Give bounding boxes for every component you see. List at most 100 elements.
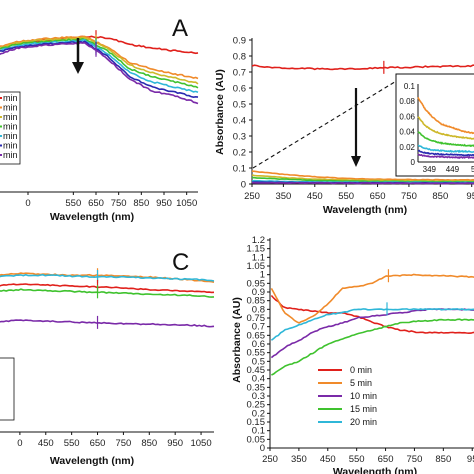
legend-box [0, 357, 15, 421]
y-tick-label: 0.2 [252, 408, 265, 419]
y-tick-label: 1.2 [252, 235, 265, 246]
y-tick-label: 0 [241, 180, 246, 191]
panel-label-c: C [172, 249, 189, 276]
legend-label-20-min: 20 min [350, 417, 377, 427]
x-tick-label: 250 [262, 454, 278, 465]
trend-arrow-head [351, 156, 361, 167]
series-line-32 [417, 131, 474, 148]
x-tick-label: 850 [133, 198, 149, 209]
x-tick-label: 950 [167, 438, 183, 449]
x-axis-label: Wavelength (nm) [50, 211, 134, 223]
legend-label-0-min: 0 min [350, 365, 372, 375]
x-tick-label: 650 [90, 438, 106, 449]
x-tick-label: 0 [25, 198, 30, 209]
series-line-54 [0, 319, 215, 328]
series-line-5-min [251, 170, 474, 182]
y-tick-label: 0.55 [247, 348, 266, 359]
x-axis-label: Wavelength (nm) [323, 204, 407, 216]
panel-d: 00.050.10.150.20.250.30.350.40.450.50.55… [231, 235, 474, 474]
y-tick-label: 0.6 [252, 339, 265, 350]
y-tick-label: 1.1 [252, 252, 265, 263]
x-tick-label: 0 [17, 438, 22, 449]
y-tick-label: 0.45 [247, 365, 266, 376]
x-tick-label: 650 [378, 454, 394, 465]
x-tick-label: 850 [432, 191, 448, 202]
x-tick-label: 550 [338, 191, 354, 202]
x-tick-label: 550 [65, 198, 81, 209]
y-tick-label: 0.7 [252, 322, 265, 333]
series-line-0-min [251, 64, 474, 71]
inset-y-tick-label: 0.04 [399, 128, 415, 137]
y-tick-label: 0.5 [233, 100, 246, 111]
x-tick-label: 95 [466, 191, 474, 202]
x-tick-label: 850 [141, 438, 157, 449]
y-tick-label: 0.35 [247, 382, 266, 393]
x-tick-label: 750 [407, 454, 423, 465]
legend-label-10-min: 10 min [350, 391, 377, 401]
series-line-51 [0, 273, 215, 282]
y-tick-label: 0.9 [233, 36, 246, 47]
y-axis-label: Absorbance (AU) [231, 297, 243, 383]
trend-arrow-head [72, 62, 84, 74]
x-tick-label: 550 [349, 454, 365, 465]
inset-box [395, 73, 474, 177]
inset-x-tick-label: 449 [446, 165, 460, 174]
x-tick-label: 750 [401, 191, 417, 202]
inset-y-tick-label: 0 [411, 158, 416, 167]
x-tick-label: 450 [38, 438, 54, 449]
x-tick-label: 450 [307, 191, 323, 202]
y-tick-label: 1.15 [247, 244, 266, 255]
x-tick-label: 650 [370, 191, 386, 202]
x-tick-label: 95 [467, 454, 474, 465]
inset-x-tick-label: 349 [423, 165, 437, 174]
series-line-31 [417, 116, 474, 140]
x-tick-label: 950 [156, 198, 172, 209]
y-tick-label: 0.65 [247, 330, 266, 341]
y-tick-label: 0.7 [233, 68, 246, 79]
inset-y-tick-label: 0.06 [399, 112, 415, 121]
series-line-30-min [252, 181, 474, 185]
legend-label: min [3, 103, 18, 113]
legend-label: min [3, 141, 18, 151]
y-tick-label: 0.9 [252, 287, 265, 298]
y-tick-label: 0.8 [233, 52, 246, 63]
panel-c: 0 450 550 650 750 850 950 1050 Wavelength (nm) [0, 268, 215, 467]
x-tick-label: 850 [435, 454, 451, 465]
x-tick-label: 550 [64, 438, 80, 449]
y-tick-label: 0.95 [247, 278, 266, 289]
y-tick-label: 0.25 [247, 400, 266, 411]
series-line-35 [417, 153, 474, 160]
x-tick-label: 350 [291, 454, 307, 465]
x-tick-label: 750 [111, 198, 127, 209]
y-tick-label: 1 [260, 270, 265, 281]
legend-label: min [3, 150, 18, 160]
y-tick-label: 0.05 [247, 434, 266, 445]
y-tick-label: 0.3 [252, 391, 265, 402]
inset-y-tick-label: 0.08 [399, 97, 415, 106]
series-line-52 [0, 283, 215, 294]
y-tick-label: 0.6 [233, 84, 246, 95]
panel-label-a: A [172, 15, 188, 42]
series-line-5-min [270, 273, 474, 324]
inset-y-tick-label: 0.02 [399, 143, 415, 152]
series-line-33 [417, 144, 474, 154]
y-tick-label: 0.85 [247, 296, 266, 307]
y-tick-label: 0.15 [247, 417, 266, 428]
series-line-6 [0, 41, 199, 105]
series-line-15-min [271, 318, 474, 376]
legend-label-5-min: 5 min [350, 378, 372, 388]
inset-y-tick-label: 0.1 [404, 82, 416, 91]
series-line-53 [0, 288, 215, 298]
x-tick-label: 650 [88, 198, 104, 209]
y-tick-label: 0.8 [252, 304, 265, 315]
series-line-0-min [270, 294, 474, 335]
x-axis-label: Wavelength (nm) [333, 466, 417, 474]
y-tick-label: 0.2 [233, 148, 246, 159]
x-tick-label: 450 [320, 454, 336, 465]
x-tick-label: 350 [275, 191, 291, 202]
x-tick-label: 1050 [190, 438, 211, 449]
y-tick-label: 0.3 [233, 132, 246, 143]
